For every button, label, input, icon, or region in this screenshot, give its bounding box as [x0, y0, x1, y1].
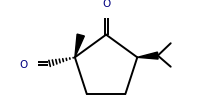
Polygon shape: [75, 35, 84, 58]
Text: O: O: [19, 59, 27, 69]
Polygon shape: [137, 53, 158, 60]
Text: O: O: [102, 0, 110, 9]
